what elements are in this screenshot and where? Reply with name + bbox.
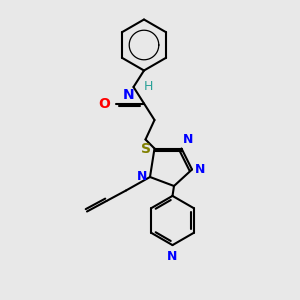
Text: N: N — [195, 163, 206, 176]
Text: O: O — [98, 97, 110, 110]
Text: N: N — [167, 250, 178, 262]
Text: N: N — [137, 170, 148, 184]
Text: S: S — [140, 142, 151, 156]
Text: N: N — [183, 133, 194, 146]
Text: N: N — [122, 88, 134, 102]
Text: H: H — [144, 80, 153, 93]
